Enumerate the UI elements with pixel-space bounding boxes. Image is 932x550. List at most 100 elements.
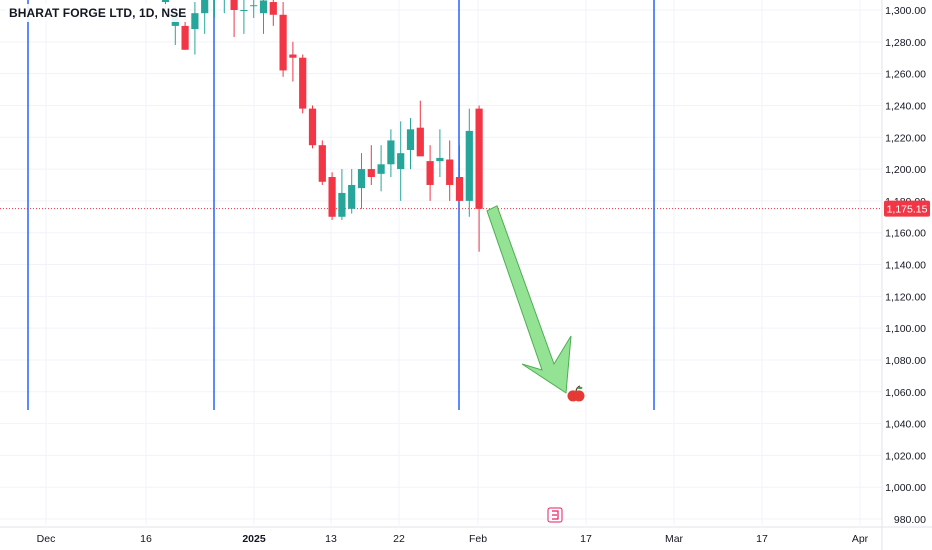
time-tick-label: 16 [140, 533, 152, 545]
time-tick-label: 13 [325, 533, 337, 545]
candle-body [161, 0, 170, 3]
candle-body [397, 153, 405, 170]
candle-body [357, 169, 366, 189]
candle-body [436, 157, 444, 162]
candle [240, 0, 248, 34]
candle [348, 169, 356, 214]
candle-body [328, 177, 336, 217]
time-tick-label: 2025 [242, 533, 266, 545]
candles [161, 0, 483, 252]
candle [436, 129, 444, 178]
price-tick-label: 1,040.00 [885, 419, 926, 431]
candle-body [308, 108, 317, 146]
candle-body [279, 14, 287, 71]
candle [230, 0, 238, 38]
price-tick-label: 1,000.00 [885, 482, 926, 494]
symbol-title: BHARAT FORGE LTD, 1D, NSE [6, 4, 190, 22]
candle [465, 108, 473, 217]
candle [397, 121, 405, 201]
price-tick-label: 1,160.00 [885, 228, 926, 240]
price-tick-label: 1,300.00 [885, 5, 926, 17]
candle [387, 129, 395, 178]
candle-body [250, 5, 258, 7]
candle-body [416, 127, 424, 157]
candle-body [259, 0, 268, 14]
last-price-badge [884, 200, 930, 217]
candle-body [191, 13, 199, 30]
time-tick-label: 17 [756, 533, 768, 545]
candle [475, 105, 483, 252]
candle [223, 0, 225, 14]
calendar-event-marker[interactable] [547, 507, 563, 523]
earnings-glyph [552, 510, 559, 520]
time-tick-label: 22 [393, 533, 405, 545]
price-tick-label: 1,060.00 [885, 387, 926, 399]
candle-body [240, 10, 248, 11]
candle [250, 0, 258, 18]
candle [289, 41, 297, 82]
candle [214, 0, 215, 18]
candle [318, 140, 326, 185]
candle-body [367, 169, 375, 178]
candle-body [348, 184, 356, 209]
candle-body [201, 0, 209, 14]
time-tick-label: Dec [37, 533, 56, 545]
grid-lines [0, 0, 882, 525]
price-tick-label: 1,280.00 [885, 37, 926, 49]
candle-body [289, 54, 297, 58]
candle [201, 0, 209, 34]
candle [377, 145, 385, 192]
candle-body [426, 161, 434, 185]
candle-body [406, 129, 415, 150]
time-tick-label: 17 [580, 533, 592, 545]
price-tick-label: 1,260.00 [885, 69, 926, 81]
candle-body [338, 192, 346, 217]
price-tick-label: 1,080.00 [885, 355, 926, 367]
candle-body [299, 57, 307, 109]
candle [191, 2, 199, 55]
candle [259, 0, 268, 34]
candle-body [318, 145, 326, 182]
projection-arrow[interactable] [486, 205, 585, 402]
price-tick-label: 980.00 [894, 514, 926, 526]
last-price-text: 1,175.15 [887, 204, 928, 216]
candle-body [181, 25, 189, 50]
candle-body [446, 159, 454, 185]
time-tick-label: Apr [852, 533, 869, 545]
apple-icon [567, 385, 585, 402]
price-tick-label: 1,120.00 [885, 291, 926, 303]
price-tick-label: 1,200.00 [885, 164, 926, 176]
candle-body [377, 164, 385, 174]
candle [299, 54, 307, 114]
price-tick-label: 1,220.00 [885, 132, 926, 144]
candle [426, 145, 434, 201]
candle-body [387, 140, 395, 165]
candle-body [455, 177, 464, 201]
candle [455, 145, 464, 201]
vertical-lines[interactable] [27, 0, 655, 410]
price-tick-label: 1,140.00 [885, 260, 926, 272]
candle-body [475, 108, 483, 209]
price-tick-label: 1,240.00 [885, 100, 926, 112]
time-tick-label: Feb [469, 533, 487, 545]
price-axis[interactable]: 980.00 1,000.00 1,020.00 1,040.00 1,060.00 1,… [881, 0, 926, 550]
candle [416, 100, 424, 157]
down-arrow-drawing[interactable] [486, 205, 572, 394]
price-tick-label: 1,020.00 [885, 450, 926, 462]
candle [357, 153, 366, 209]
price-tick-label: 1,100.00 [885, 323, 926, 335]
candle [328, 172, 336, 220]
candle [279, 2, 287, 77]
candle [406, 118, 415, 170]
candle [446, 140, 454, 201]
candle-body [465, 130, 473, 201]
last-price-label: 1,175.15 [884, 200, 930, 217]
time-axis[interactable]: Dec 16 2025 13 22 Feb 17 Mar 17 Apr [0, 526, 932, 545]
candle-body [269, 2, 277, 15]
candle [338, 169, 346, 220]
candle [308, 105, 317, 149]
time-tick-label: Mar [665, 533, 684, 545]
candle-body [230, 0, 238, 10]
candle [269, 0, 277, 26]
